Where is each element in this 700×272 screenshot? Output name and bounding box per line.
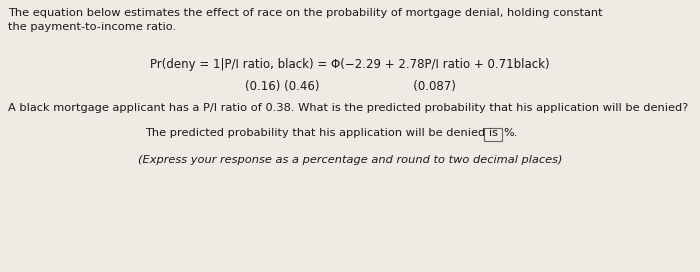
- Text: Pr(deny = 1|P/I ratio, black) = Φ(−2.29 + 2.78P/I ratio + 0.71black): Pr(deny = 1|P/I ratio, black) = Φ(−2.29 …: [150, 58, 550, 71]
- Bar: [484, 128, 502, 141]
- Text: (0.16) (0.46)                         (0.087): (0.16) (0.46) (0.087): [244, 80, 456, 93]
- Text: The equation below estimates the effect of race on the probability of mortgage d: The equation below estimates the effect …: [8, 8, 603, 32]
- Text: A black mortgage applicant has a P/I ratio of 0.38. What is the predicted probab: A black mortgage applicant has a P/I rat…: [8, 103, 688, 113]
- Text: The predicted probability that his application will be denied is: The predicted probability that his appli…: [145, 128, 502, 138]
- Text: %.: %.: [503, 128, 517, 138]
- Text: (Express your response as a percentage and round to two decimal places): (Express your response as a percentage a…: [138, 155, 562, 165]
